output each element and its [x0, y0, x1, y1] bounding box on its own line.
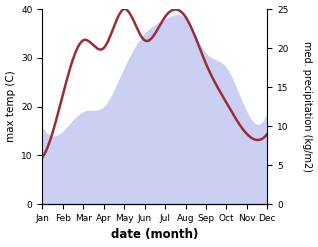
Y-axis label: max temp (C): max temp (C): [5, 71, 16, 143]
X-axis label: date (month): date (month): [111, 228, 198, 242]
Y-axis label: med. precipitation (kg/m2): med. precipitation (kg/m2): [302, 41, 313, 172]
